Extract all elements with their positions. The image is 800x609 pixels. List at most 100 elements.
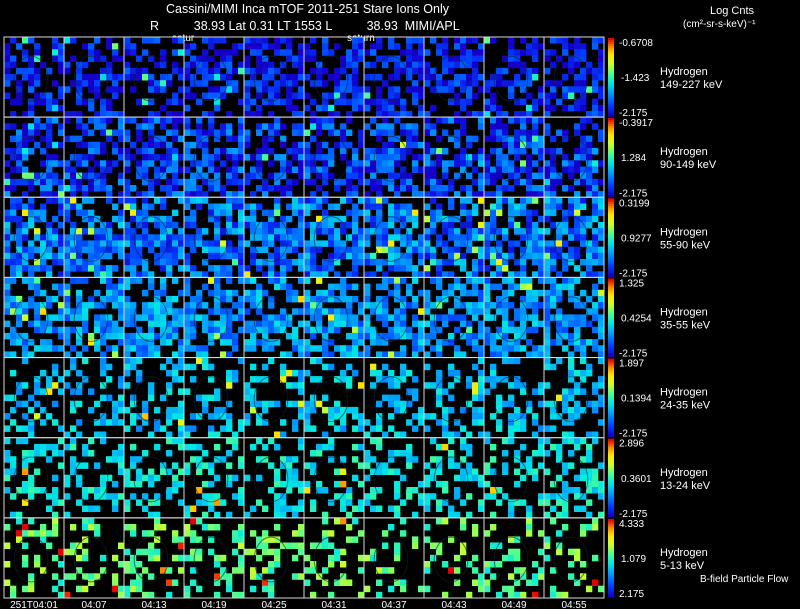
colorbar-segment: [608, 247, 614, 250]
heatmap-cell: [10, 326, 17, 334]
heatmap-cell: [586, 160, 593, 167]
heatmap-cell: [178, 154, 185, 161]
heatmap-cell: [298, 141, 305, 149]
heatmap-cell: [166, 487, 173, 494]
heatmap-cell: [514, 406, 521, 414]
colorbar-segment: [608, 268, 614, 272]
colorbar-segment: [608, 176, 614, 180]
heatmap-cell: [364, 554, 371, 562]
heatmap-cell: [238, 567, 245, 574]
heatmap-cell: [16, 203, 23, 210]
heatmap-cell: [16, 265, 23, 272]
heatmap-cell: [268, 67, 275, 75]
heatmap-cell: [568, 413, 575, 420]
heatmap-cell: [100, 357, 107, 365]
heatmap-cell: [298, 548, 305, 556]
heatmap-cell: [310, 271, 317, 278]
heatmap-cell: [46, 117, 53, 124]
heatmap-cell: [22, 191, 29, 198]
heatmap-cell: [190, 191, 197, 198]
heatmap-cell: [244, 413, 251, 420]
heatmap-cell: [292, 369, 299, 377]
colorbar-segment: [608, 206, 614, 209]
heatmap-cell: [46, 376, 53, 383]
heatmap-cell: [340, 561, 347, 568]
heatmap-cell: [196, 203, 203, 210]
heatmap-cell: [484, 135, 491, 143]
heatmap-cell: [304, 92, 311, 99]
heatmap-cell: [16, 517, 23, 525]
field-trace: [553, 456, 589, 503]
heatmap-cell: [466, 443, 473, 451]
heatmap-cell: [460, 123, 467, 130]
heatmap-cell: [148, 160, 155, 167]
heatmap-cell: [10, 74, 17, 81]
heatmap-cell: [148, 308, 155, 315]
heatmap-cell: [532, 172, 539, 180]
heatmap-cell: [106, 295, 113, 303]
heatmap-cell: [472, 234, 479, 241]
heatmap-cell: [502, 129, 509, 136]
colorbar-segment: [608, 536, 614, 539]
heatmap-cell: [364, 332, 371, 340]
heatmap-cell: [406, 185, 413, 192]
heatmap-cell: [484, 326, 491, 334]
heatmap-cell: [46, 154, 53, 161]
colorbar-segment: [608, 333, 614, 336]
heatmap-cell: [52, 295, 59, 303]
colorbar-max-label: 1.897: [619, 359, 644, 370]
heatmap-cell: [328, 499, 335, 506]
heatmap-cell: [166, 357, 173, 365]
heatmap-cell: [448, 437, 455, 445]
heatmap-cell: [454, 215, 461, 223]
heatmap-cell: [148, 548, 155, 556]
heatmap-cell: [220, 554, 227, 562]
heatmap-cell: [124, 117, 131, 124]
colorbar-min-label: 2.175: [619, 589, 644, 600]
heatmap-cell: [178, 74, 185, 81]
heatmap-cell: [220, 289, 227, 297]
heatmap-cell: [466, 376, 473, 383]
heatmap-cell: [538, 172, 545, 180]
heatmap-cell: [100, 394, 107, 402]
heatmap-cell: [526, 234, 533, 241]
heatmap-cell: [352, 456, 359, 463]
heatmap-cell: [28, 148, 35, 155]
heatmap-cell: [490, 215, 497, 223]
heatmap-cell: [10, 493, 17, 500]
heatmap-cell: [172, 314, 179, 321]
heatmap-cell: [280, 61, 287, 69]
heatmap-cell: [106, 43, 113, 50]
heatmap-cell: [508, 505, 515, 512]
heatmap-cell: [496, 265, 503, 272]
heatmap-cell: [514, 326, 521, 334]
heatmap-cell: [382, 178, 389, 186]
heatmap-cell: [256, 246, 263, 254]
heatmap-cell: [586, 265, 593, 272]
heatmap-cell: [358, 104, 365, 112]
heatmap-cell: [148, 234, 155, 241]
heatmap-cell: [412, 339, 419, 346]
heatmap-cell: [412, 191, 419, 198]
heatmap-cell: [238, 166, 245, 173]
heatmap-cell: [142, 258, 149, 266]
heatmap-cell: [112, 43, 119, 50]
heatmap-cell: [484, 191, 491, 198]
heatmap-cell: [316, 129, 323, 136]
heatmap-cell: [520, 308, 527, 315]
heatmap-cell: [262, 80, 269, 87]
heatmap-cell: [154, 258, 161, 266]
heatmap-cell: [40, 302, 47, 309]
heatmap-cell: [382, 394, 389, 402]
heatmap-cell: [556, 289, 563, 297]
heatmap-cell: [448, 80, 455, 87]
heatmap-cell: [76, 154, 83, 161]
colorbar-segment: [608, 313, 614, 317]
heatmap-cell: [226, 154, 233, 161]
heatmap-cell: [178, 308, 185, 315]
heatmap-cell: [82, 74, 89, 81]
heatmap-cell: [442, 172, 449, 180]
heatmap-cell: [256, 80, 263, 87]
heatmap-cell: [460, 37, 467, 44]
heatmap-cell: [490, 511, 497, 519]
